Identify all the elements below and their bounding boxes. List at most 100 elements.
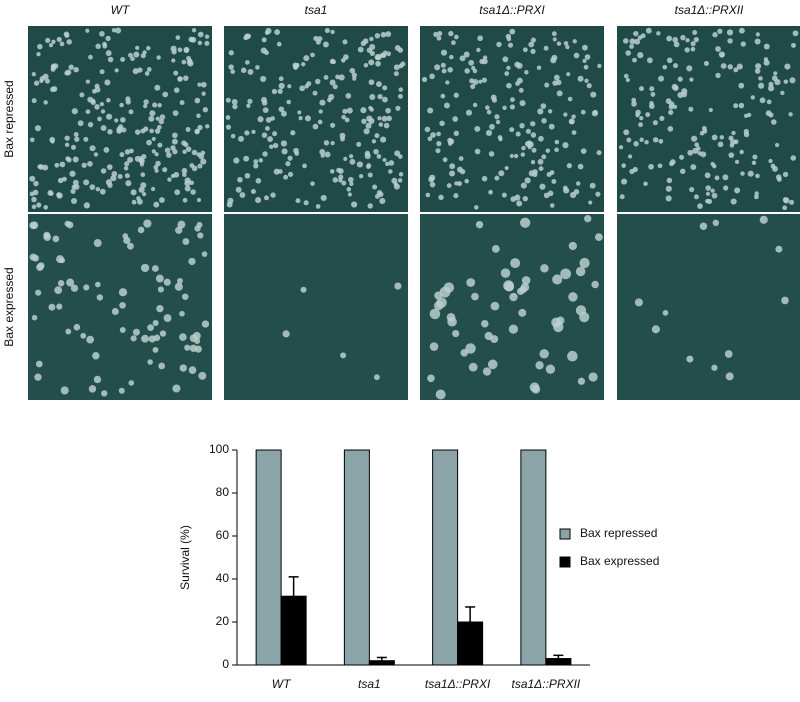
colony (560, 268, 572, 280)
colony (449, 163, 456, 170)
colony (59, 161, 66, 168)
colony (375, 60, 381, 67)
colony (379, 197, 386, 205)
colony (185, 146, 192, 152)
colony (255, 197, 262, 204)
colony (156, 304, 164, 313)
colony (287, 155, 293, 161)
x-tick-label: WT (272, 677, 292, 691)
colony (763, 43, 770, 50)
colony (66, 278, 75, 287)
colony (703, 60, 709, 66)
colony (95, 43, 101, 50)
colony (530, 48, 536, 54)
colony (388, 160, 395, 166)
colony (81, 162, 87, 168)
colony (491, 244, 500, 253)
colony (524, 141, 531, 147)
colony (323, 140, 330, 146)
colony (563, 41, 569, 46)
colony (85, 28, 90, 33)
colony (532, 169, 538, 175)
legend-label: Bax expressed (580, 554, 659, 568)
colony (672, 36, 679, 43)
colony (181, 59, 187, 65)
colony (621, 178, 628, 185)
colony (377, 116, 382, 121)
colony (690, 41, 696, 47)
colony (776, 176, 782, 182)
colony (329, 79, 336, 86)
colony (74, 136, 80, 142)
colony (633, 30, 639, 37)
colony (374, 54, 381, 61)
colony (478, 79, 483, 84)
colony (29, 175, 36, 182)
colony (64, 70, 70, 76)
colony (202, 107, 209, 113)
colony (155, 274, 164, 283)
colony (494, 114, 500, 120)
colony (553, 74, 560, 81)
colony (240, 67, 247, 74)
colony (385, 161, 390, 167)
colony (520, 282, 530, 292)
colony (435, 389, 446, 400)
colony (489, 123, 495, 130)
colony (665, 195, 672, 202)
colony (791, 42, 796, 48)
colony (385, 31, 392, 37)
y-tick-label: 60 (216, 528, 230, 542)
colony (107, 182, 113, 188)
colony (34, 125, 41, 132)
colony (771, 119, 777, 125)
colony (179, 100, 185, 106)
colony (697, 203, 703, 209)
colony (151, 136, 156, 142)
colony (92, 352, 100, 360)
colony (657, 163, 663, 169)
colony (373, 374, 380, 381)
colony (541, 118, 547, 124)
colony (71, 108, 78, 115)
colony (430, 132, 436, 138)
colony (43, 205, 49, 210)
colony (347, 176, 354, 183)
colony (177, 47, 183, 53)
colony (56, 255, 64, 264)
colony (330, 141, 335, 146)
colony (140, 263, 150, 273)
colony (632, 57, 637, 63)
colony (449, 54, 454, 60)
colony (733, 67, 739, 73)
colony (232, 103, 238, 110)
colony (768, 158, 773, 164)
colony (586, 83, 592, 89)
colony (547, 109, 553, 114)
colony (141, 192, 147, 197)
colony (62, 176, 67, 182)
colony (569, 119, 574, 125)
colony (429, 342, 439, 351)
colony (357, 46, 364, 53)
colony (518, 308, 527, 317)
colony (304, 115, 311, 122)
colony (32, 189, 39, 196)
colony (31, 98, 37, 104)
colony (743, 131, 750, 138)
colony (230, 69, 236, 75)
colony (443, 102, 450, 109)
y-tick-label: 100 (209, 442, 229, 456)
colony (666, 35, 673, 42)
colony (535, 361, 544, 370)
colony (530, 132, 537, 138)
colony (119, 152, 125, 158)
column-label: tsa1Δ::PRXI (479, 3, 545, 17)
colony (270, 192, 276, 198)
colony (346, 187, 352, 192)
colony (303, 200, 309, 206)
colony (520, 182, 527, 189)
colony (198, 371, 207, 380)
colony (312, 90, 318, 96)
colony (151, 149, 156, 154)
